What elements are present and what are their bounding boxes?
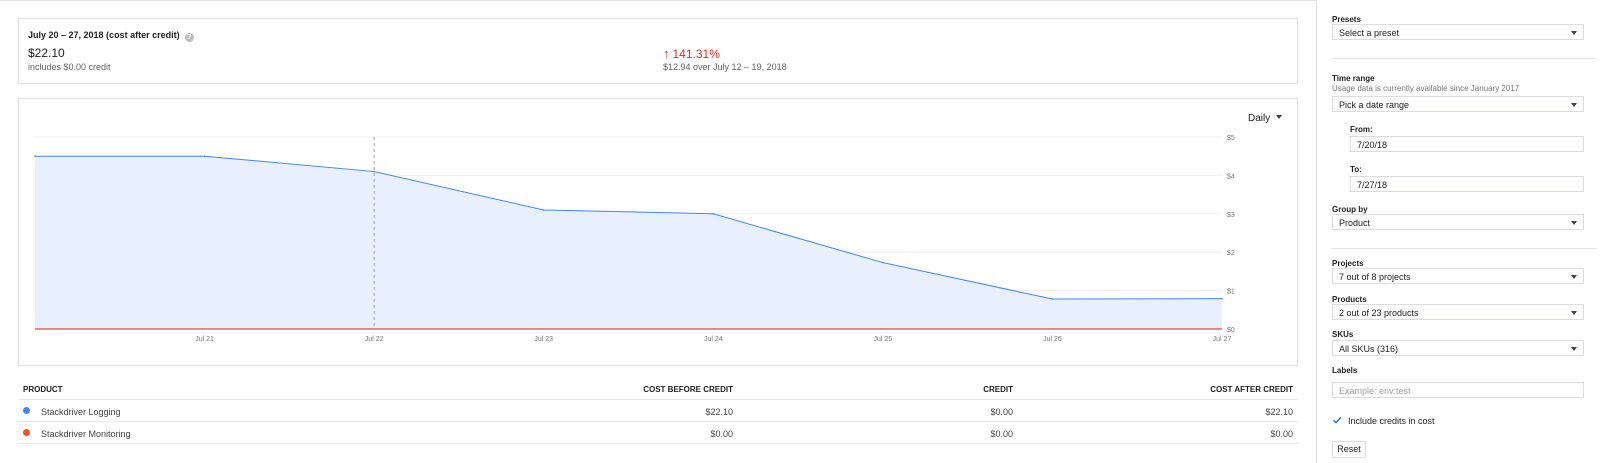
y-tick-label: $0 <box>1227 327 1235 334</box>
labels-label: Labels <box>1332 366 1358 375</box>
x-tick-label: Jul 25 <box>874 336 893 343</box>
y-tick-label: $1 <box>1227 289 1235 296</box>
chevron-down-icon <box>1571 275 1577 279</box>
credit-value: $0.00 <box>990 407 1013 417</box>
series-color-dot <box>23 429 30 436</box>
products-select-value: 2 out of 23 products <box>1339 308 1419 318</box>
filters-sidebar: Presets Select a preset Time range Usage… <box>1317 0 1600 463</box>
y-tick-label: $5 <box>1227 135 1235 142</box>
projects-select-value: 7 out of 8 projects <box>1339 272 1411 282</box>
time-range-label: Time range <box>1332 74 1375 83</box>
y-tick-label: $3 <box>1227 212 1235 219</box>
from-label: From: <box>1350 125 1373 134</box>
data-point <box>712 213 715 215</box>
summary-card: July 20 – 27, 2018 (cost after credit)? … <box>18 18 1298 84</box>
data-point <box>1221 297 1223 300</box>
data-point <box>1051 298 1054 300</box>
arrow-up-icon: ↑ <box>663 46 670 61</box>
chevron-down-icon <box>1571 31 1577 35</box>
series-color-dot <box>23 407 30 414</box>
data-point <box>542 209 545 211</box>
time-range-select-value: Pick a date range <box>1339 100 1410 110</box>
summary-title-text: July 20 – 27, 2018 (cost after credit) <box>28 30 180 40</box>
data-point <box>373 170 375 173</box>
to-label: To: <box>1350 165 1362 174</box>
cost-chart: $0 $1 $2 $3 $4 $5 Jul 21 Jul 22 Jul 23 Jul 24 Jul … <box>34 135 1235 343</box>
cost-before-credit: $0.00 <box>710 429 733 439</box>
labels-input[interactable]: Example: env:test <box>1332 382 1584 398</box>
header-cost-after-credit: COST AFTER CREDIT <box>1210 385 1293 394</box>
data-point <box>203 155 206 157</box>
x-tick-label: Jul 23 <box>534 336 553 343</box>
product-name: Stackdriver Monitoring <box>41 429 131 439</box>
chevron-down-icon <box>1571 311 1577 315</box>
total-cost: $22.10 <box>28 46 65 60</box>
skus-select-value: All SKUs (316) <box>1339 344 1399 354</box>
cost-after-credit: $22.10 <box>1265 407 1293 417</box>
header-product: PRODUCT <box>23 385 63 394</box>
reset-button[interactable]: Reset <box>1332 441 1366 458</box>
include-credits-checkbox[interactable] <box>1332 415 1342 425</box>
divider <box>1331 58 1597 59</box>
cost-before-credit: $22.10 <box>705 407 733 417</box>
products-label: Products <box>1332 295 1367 304</box>
projects-select[interactable]: 7 out of 8 projects <box>1332 268 1584 284</box>
series-line-stackdriver-logging <box>35 155 1223 300</box>
from-date-input[interactable]: 7/20/18 <box>1350 136 1584 152</box>
divider <box>1331 248 1597 249</box>
y-tick-label: $4 <box>1227 173 1235 180</box>
time-range-hint: Usage data is currently available since … <box>1332 84 1520 93</box>
chevron-down-icon <box>1571 103 1577 107</box>
product-name: Stackdriver Logging <box>41 407 121 417</box>
series-area-stackdriver-logging <box>35 156 1222 329</box>
x-tick-label: Jul 26 <box>1043 336 1062 343</box>
skus-label: SKUs <box>1332 330 1354 339</box>
header-cost-before-credit: COST BEFORE CREDIT <box>643 385 733 394</box>
data-point <box>882 261 884 264</box>
table-row[interactable]: Stackdriver Logging $22.10 $0.00 $22.10 <box>18 400 1298 422</box>
summary-title: July 20 – 27, 2018 (cost after credit)? <box>28 30 194 42</box>
presets-select-value: Select a preset <box>1339 28 1400 38</box>
top-rule <box>0 0 1316 1</box>
checkmark-icon <box>1333 416 1342 424</box>
x-tick-label: Jul 22 <box>365 336 384 343</box>
time-range-select[interactable]: Pick a date range <box>1332 96 1584 112</box>
x-tick-label: Jul 21 <box>195 336 214 343</box>
cost-after-credit: $0.00 <box>1270 429 1293 439</box>
projects-label: Projects <box>1332 259 1364 268</box>
table-header-row: PRODUCT COST BEFORE CREDIT CREDIT COST A… <box>18 378 1298 400</box>
x-tick-label: Jul 24 <box>704 336 723 343</box>
chevron-down-icon <box>1571 347 1577 351</box>
presets-select[interactable]: Select a preset <box>1332 24 1584 40</box>
skus-select[interactable]: All SKUs (316) <box>1332 340 1584 356</box>
chevron-down-icon <box>1276 115 1283 119</box>
period-select-label: Daily <box>1248 113 1271 124</box>
change-percent: 141.31% <box>672 47 720 61</box>
products-select[interactable]: 2 out of 23 products <box>1332 304 1584 320</box>
table-row[interactable]: Stackdriver Monitoring $0.00 $0.00 $0.00 <box>18 422 1298 444</box>
presets-label: Presets <box>1332 15 1361 24</box>
header-credit: CREDIT <box>983 385 1013 394</box>
main-content: July 20 – 27, 2018 (cost after credit)? … <box>18 18 1298 444</box>
include-credits-label: Include credits in cost <box>1348 416 1435 426</box>
sidebar-divider <box>1316 0 1317 463</box>
cost-change: ↑ 141.31% <box>663 46 720 61</box>
period-select[interactable]: Daily <box>1248 113 1283 124</box>
compare-text: $12.94 over July 12 – 19, 2018 <box>663 62 787 72</box>
chart-card: Daily $0 $1 $2 $3 $4 $5 Jul 21 Jul 22 Jul 23 Jul … <box>18 98 1298 366</box>
credit-note: includes $0.00 credit <box>28 62 111 72</box>
chevron-down-icon <box>1571 221 1577 225</box>
group-by-label: Group by <box>1332 205 1368 214</box>
help-icon[interactable]: ? <box>184 33 194 42</box>
data-point <box>34 155 36 157</box>
x-tick-label: Jul 27 <box>1213 336 1232 343</box>
group-by-select[interactable]: Product <box>1332 214 1584 230</box>
group-by-select-value: Product <box>1339 218 1371 228</box>
y-tick-label: $2 <box>1227 250 1235 257</box>
to-date-input[interactable]: 7/27/18 <box>1350 176 1584 192</box>
cost-table: PRODUCT COST BEFORE CREDIT CREDIT COST A… <box>18 378 1298 444</box>
credit-value: $0.00 <box>990 429 1013 439</box>
